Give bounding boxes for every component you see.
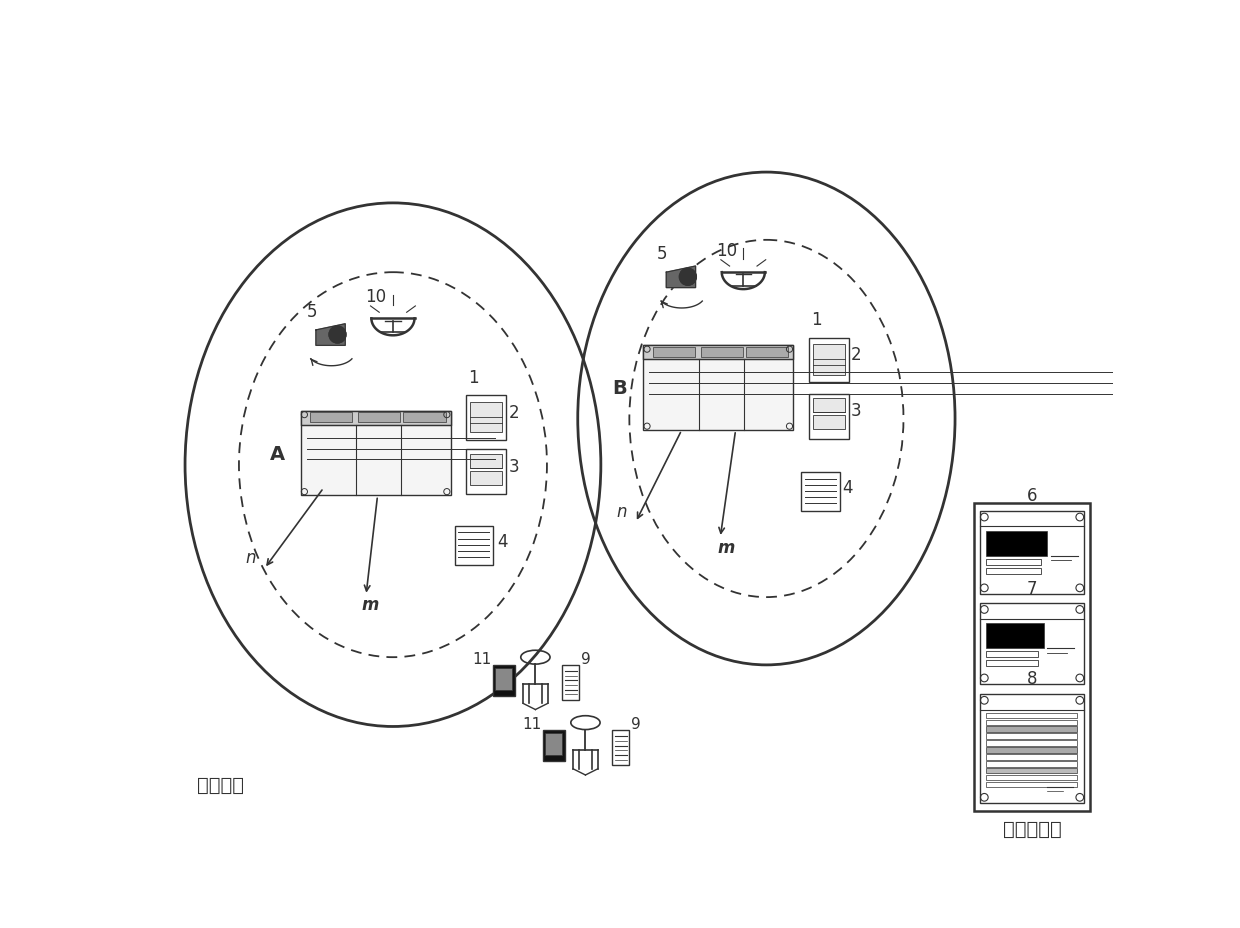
Bar [986,713,1076,718]
Bar [986,568,1042,574]
Bar [358,413,401,423]
Circle shape [329,327,346,343]
Bar [644,346,794,431]
Bar [808,339,849,383]
Text: 2: 2 [851,346,862,364]
Bar [986,768,1076,774]
Text: 7: 7 [1027,579,1038,597]
Bar [812,416,844,430]
Bar [981,603,1084,684]
Text: 6: 6 [1027,486,1038,505]
Bar [300,411,450,496]
Bar [466,450,506,495]
Bar [986,754,1076,760]
Bar [812,399,844,413]
Text: 1: 1 [811,311,822,329]
Bar [981,511,1084,595]
Bar [455,527,494,565]
Text: 4: 4 [842,478,852,496]
Text: 11: 11 [522,716,541,731]
Bar [986,727,1076,732]
Text: 9: 9 [631,716,641,731]
Text: 5: 5 [306,303,317,321]
Text: n: n [246,548,255,567]
Bar [986,747,1076,753]
Text: m: m [718,538,735,556]
Bar [986,661,1038,666]
Bar [986,775,1076,780]
Bar [808,394,849,439]
Bar [653,347,696,357]
Text: 10: 10 [366,288,387,306]
Text: n: n [616,503,627,521]
Bar [546,734,563,755]
Text: 8: 8 [1027,670,1038,688]
Bar [470,455,502,469]
Text: 11: 11 [472,651,491,666]
Text: B: B [613,379,627,398]
Bar [986,559,1042,565]
Bar [613,730,630,766]
Bar [986,532,1048,556]
Bar [403,413,445,423]
Bar [986,720,1076,725]
Text: 3: 3 [851,402,862,420]
Bar [986,651,1038,657]
Polygon shape [666,266,696,289]
Bar [310,413,352,423]
Bar [470,402,502,432]
Bar [986,734,1076,739]
Bar [466,396,506,441]
Circle shape [680,269,697,286]
Bar [543,730,564,761]
Bar [644,346,794,360]
Text: 10: 10 [715,242,737,260]
Bar [563,665,579,700]
Polygon shape [316,325,345,346]
Text: m: m [361,596,378,613]
Bar [495,668,512,690]
Text: 3: 3 [508,458,520,475]
Text: 1: 1 [469,368,479,386]
Text: A: A [270,445,285,463]
Text: 5: 5 [657,245,667,263]
Bar [986,624,1044,649]
Bar [470,471,502,485]
Bar [986,761,1076,767]
Bar [812,344,844,375]
Text: 工作现场: 工作现场 [197,775,243,793]
Bar [746,347,789,357]
Bar [494,665,515,696]
Bar [701,347,743,357]
Text: 现场工作站: 现场工作站 [1003,818,1061,838]
Text: 2: 2 [508,404,520,421]
Bar [300,411,450,425]
Text: 9: 9 [582,651,591,666]
Bar [975,504,1090,811]
Bar [801,473,839,511]
Bar [981,694,1084,804]
Bar [986,782,1076,788]
Text: 4: 4 [497,532,507,550]
Bar [986,741,1076,746]
